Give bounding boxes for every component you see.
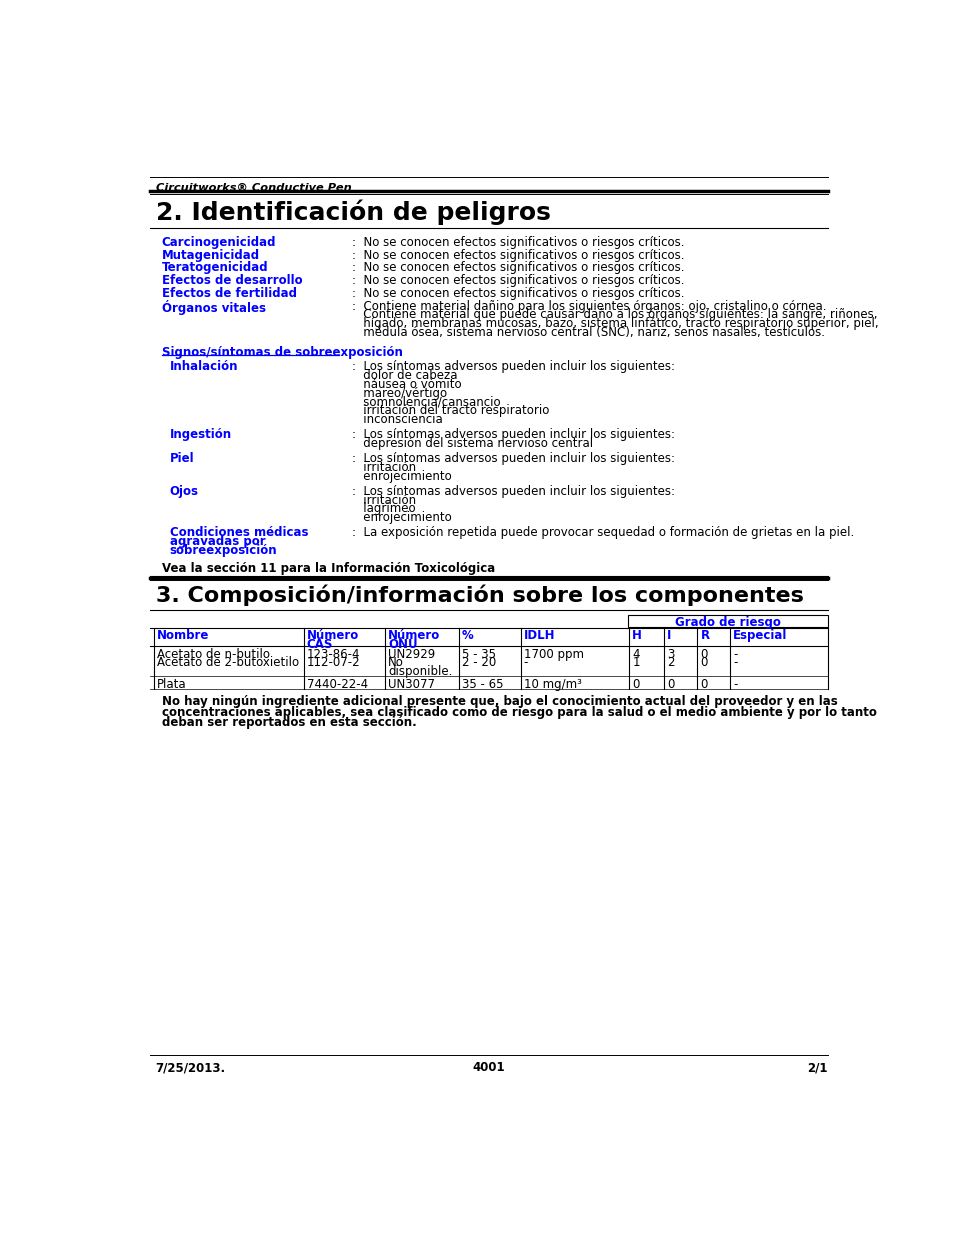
Text: lagrimeo: lagrimeo xyxy=(352,503,415,515)
Text: 0: 0 xyxy=(632,678,639,690)
Text: 35 - 65: 35 - 65 xyxy=(461,678,503,690)
Text: dolor de cabeza: dolor de cabeza xyxy=(352,369,456,382)
Text: Número: Número xyxy=(307,629,358,642)
Text: 4001: 4001 xyxy=(472,1061,505,1074)
Text: Ojos: Ojos xyxy=(170,484,198,498)
Text: deban ser reportados en esta sección.: deban ser reportados en esta sección. xyxy=(162,716,416,729)
Text: IDLH: IDLH xyxy=(523,629,555,642)
Text: :  No se conocen efectos significativos o riesgos críticos.: : No se conocen efectos significativos o… xyxy=(352,248,683,262)
Text: mareo/vértigo: mareo/vértigo xyxy=(352,387,446,399)
Text: Condiciones médicas: Condiciones médicas xyxy=(170,526,308,540)
Text: -: - xyxy=(732,678,737,690)
Text: Circuitworks® Conductive Pen: Circuitworks® Conductive Pen xyxy=(155,183,351,193)
Text: 3. Composición/información sobre los componentes: 3. Composición/información sobre los com… xyxy=(155,584,802,605)
Text: :  No se conocen efectos significativos o riesgos críticos.: : No se conocen efectos significativos o… xyxy=(352,287,683,300)
Text: :  No se conocen efectos significativos o riesgos críticos.: : No se conocen efectos significativos o… xyxy=(352,274,683,287)
Text: Nombre: Nombre xyxy=(157,629,210,642)
Text: Inhalación: Inhalación xyxy=(170,359,238,373)
Text: CAS: CAS xyxy=(307,638,333,651)
Text: UN3077: UN3077 xyxy=(388,678,435,690)
Text: médula ósea, sistema nervioso central (SNC), nariz, senos nasales, testículos.: médula ósea, sistema nervioso central (S… xyxy=(352,326,824,340)
Text: 1700 ppm: 1700 ppm xyxy=(523,647,583,661)
Text: 7440-22-4: 7440-22-4 xyxy=(307,678,368,690)
Text: hígado, membranas mucosas, bazo, sistema linfático, tracto respiratorio superior: hígado, membranas mucosas, bazo, sistema… xyxy=(352,317,878,330)
Text: enrojecimiento: enrojecimiento xyxy=(352,511,451,524)
Text: Efectos de fertilidad: Efectos de fertilidad xyxy=(162,287,296,300)
Text: 7/25/2013.: 7/25/2013. xyxy=(155,1061,226,1074)
Text: Contiene material que puede causar daño a los órganos siguientes: la sangre, riñ: Contiene material que puede causar daño … xyxy=(352,309,877,321)
Text: I: I xyxy=(666,629,671,642)
Text: :  Los síntomas adversos pueden incluir los siguientes:: : Los síntomas adversos pueden incluir l… xyxy=(352,452,674,464)
Text: Acetato de n-butilo: Acetato de n-butilo xyxy=(157,647,270,661)
Text: :  Los síntomas adversos pueden incluir los siguientes:: : Los síntomas adversos pueden incluir l… xyxy=(352,429,674,441)
Text: ONU: ONU xyxy=(388,638,417,651)
Text: 112-07-2: 112-07-2 xyxy=(307,656,360,669)
Text: Ingestión: Ingestión xyxy=(170,429,232,441)
Text: :  La exposición repetida puede provocar sequedad o formación de grietas en la p: : La exposición repetida puede provocar … xyxy=(352,526,853,540)
Text: 0: 0 xyxy=(700,647,707,661)
Text: disponible.: disponible. xyxy=(388,666,452,678)
Text: concentraciones aplicables, sea clasificado como de riesgo para la salud o el me: concentraciones aplicables, sea clasific… xyxy=(162,705,876,719)
Text: :  Los síntomas adversos pueden incluir los siguientes:: : Los síntomas adversos pueden incluir l… xyxy=(352,484,674,498)
Text: %: % xyxy=(461,629,473,642)
Text: depresión del sistema nervioso central: depresión del sistema nervioso central xyxy=(352,437,592,450)
Text: R: R xyxy=(700,629,709,642)
Text: 5 - 35: 5 - 35 xyxy=(461,647,496,661)
Text: Número: Número xyxy=(388,629,440,642)
Text: irritación: irritación xyxy=(352,494,416,506)
Text: :  Los síntomas adversos pueden incluir los siguientes:: : Los síntomas adversos pueden incluir l… xyxy=(352,359,674,373)
Text: 4: 4 xyxy=(632,647,639,661)
Text: 0: 0 xyxy=(666,678,674,690)
Text: 2. Identificación de peligros: 2. Identificación de peligros xyxy=(155,200,550,225)
Text: agravadas por: agravadas por xyxy=(170,535,265,548)
Text: inconsciencia: inconsciencia xyxy=(352,412,442,426)
Text: Órganos vitales: Órganos vitales xyxy=(162,300,266,315)
Text: 1: 1 xyxy=(632,656,639,669)
Text: No hay ningún ingrediente adicional presente que, bajo el conocimiento actual de: No hay ningún ingrediente adicional pres… xyxy=(162,695,837,709)
Text: Signos/síntomas de sobreexposición: Signos/síntomas de sobreexposición xyxy=(162,347,402,359)
Text: Teratogenicidad: Teratogenicidad xyxy=(162,262,268,274)
Text: Piel: Piel xyxy=(170,452,194,464)
Text: 10 mg/m³: 10 mg/m³ xyxy=(523,678,581,690)
Text: 123-86-4: 123-86-4 xyxy=(307,647,360,661)
Text: -: - xyxy=(732,647,737,661)
Text: Vea la sección 11 para la Información Toxicológica: Vea la sección 11 para la Información To… xyxy=(162,562,495,576)
Text: 2 - 20: 2 - 20 xyxy=(461,656,496,669)
Text: :  No se conocen efectos significativos o riesgos críticos.: : No se conocen efectos significativos o… xyxy=(352,236,683,249)
Text: Mutagenicidad: Mutagenicidad xyxy=(162,248,260,262)
Text: náusea o vómito: náusea o vómito xyxy=(352,378,461,390)
Text: Plata: Plata xyxy=(157,678,187,690)
Text: 2/1: 2/1 xyxy=(806,1061,827,1074)
Text: irritación del tracto respiratorio: irritación del tracto respiratorio xyxy=(352,404,549,417)
Text: irritación: irritación xyxy=(352,461,416,474)
Text: Efectos de desarrollo: Efectos de desarrollo xyxy=(162,274,302,287)
Text: UN2929: UN2929 xyxy=(388,647,435,661)
Text: sobreexposición: sobreexposición xyxy=(170,543,277,557)
Text: 3: 3 xyxy=(666,647,674,661)
Text: Acetato de 2-butoxietilo: Acetato de 2-butoxietilo xyxy=(157,656,299,669)
Text: 0: 0 xyxy=(700,656,707,669)
Text: :  Contiene material dañino para los siguientes órganos: ojo, cristalino o córne: : Contiene material dañino para los sigu… xyxy=(352,300,825,312)
Text: 2: 2 xyxy=(666,656,674,669)
Text: somnolencia/cansancio: somnolencia/cansancio xyxy=(352,395,500,409)
Text: Carcinogenicidad: Carcinogenicidad xyxy=(162,236,276,249)
Text: enrojecimiento: enrojecimiento xyxy=(352,469,451,483)
Text: No: No xyxy=(388,656,404,669)
Bar xyxy=(628,615,827,626)
Text: :  No se conocen efectos significativos o riesgos críticos.: : No se conocen efectos significativos o… xyxy=(352,262,683,274)
Text: Grado de riesgo: Grado de riesgo xyxy=(675,616,781,630)
Text: H: H xyxy=(632,629,641,642)
Text: -: - xyxy=(523,656,528,669)
Text: 0: 0 xyxy=(700,678,707,690)
Text: Especial: Especial xyxy=(732,629,786,642)
Text: -: - xyxy=(732,656,737,669)
